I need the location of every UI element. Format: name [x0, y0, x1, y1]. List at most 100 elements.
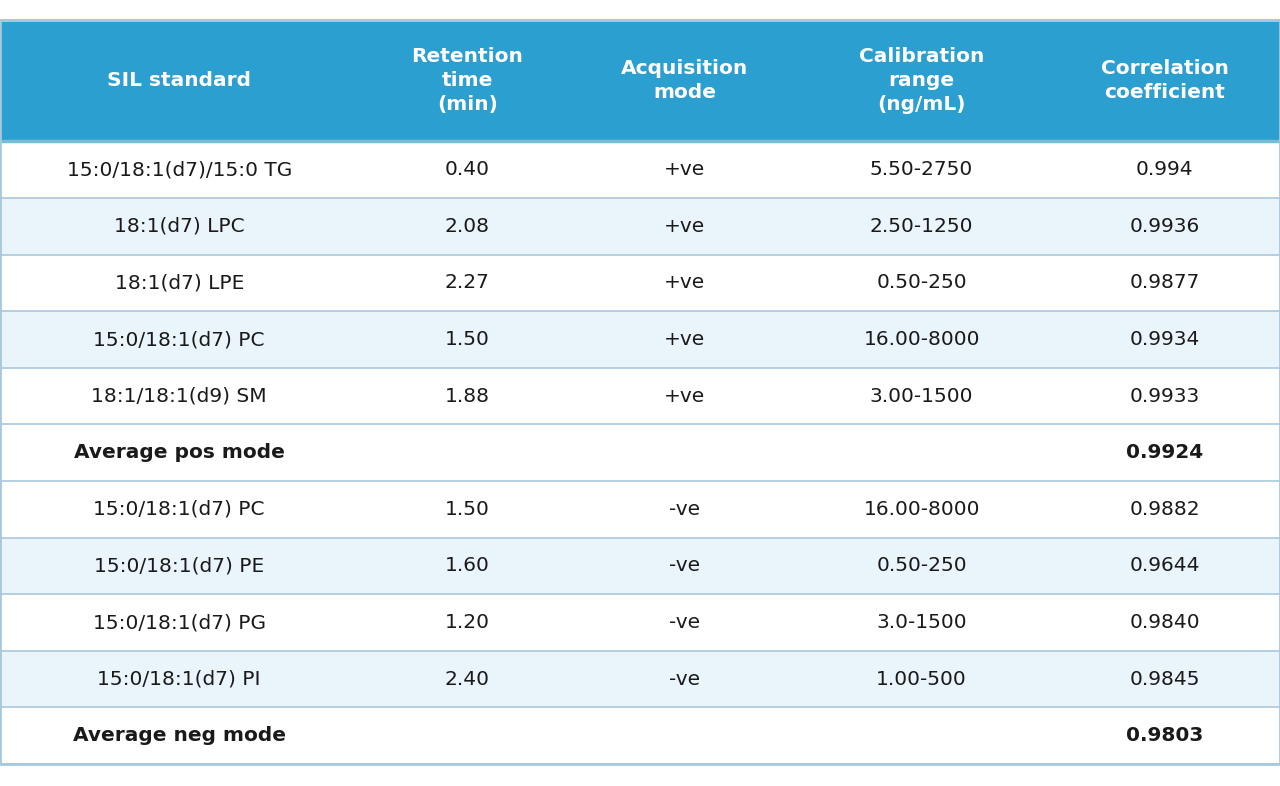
Text: 15:0/18:1(d7) PI: 15:0/18:1(d7) PI — [97, 670, 261, 689]
Bar — [1050, 707, 1280, 764]
Text: 1.88: 1.88 — [444, 387, 490, 406]
Bar — [1050, 651, 1280, 707]
Text: 0.9882: 0.9882 — [1129, 500, 1201, 519]
Text: 1.00-500: 1.00-500 — [877, 670, 966, 689]
Text: 0.9924: 0.9924 — [1126, 443, 1203, 462]
Bar — [576, 481, 794, 538]
Text: 0.50-250: 0.50-250 — [877, 556, 966, 575]
Text: +ve: +ve — [664, 160, 705, 179]
Text: -ve: -ve — [669, 556, 700, 575]
Bar — [794, 311, 1050, 368]
Text: 2.50-1250: 2.50-1250 — [870, 217, 973, 236]
Text: 2.08: 2.08 — [444, 217, 490, 236]
Text: +ve: +ve — [664, 274, 705, 292]
Bar — [576, 368, 794, 424]
Text: 5.50-2750: 5.50-2750 — [870, 160, 973, 179]
Text: 3.0-1500: 3.0-1500 — [877, 613, 966, 632]
Text: Average neg mode: Average neg mode — [73, 726, 285, 745]
Bar — [0, 481, 358, 538]
Bar — [0, 594, 358, 651]
Bar — [794, 198, 1050, 255]
Text: 0.50-250: 0.50-250 — [877, 274, 966, 292]
Bar — [0, 141, 358, 198]
Bar — [358, 707, 576, 764]
Bar — [0, 707, 358, 764]
Bar — [576, 594, 794, 651]
Text: +ve: +ve — [664, 330, 705, 349]
Bar — [794, 424, 1050, 481]
Bar — [794, 538, 1050, 594]
Bar — [1050, 20, 1280, 141]
Text: 1.60: 1.60 — [444, 556, 490, 575]
Bar — [794, 368, 1050, 424]
Bar — [794, 594, 1050, 651]
Text: 2.40: 2.40 — [444, 670, 490, 689]
Bar — [576, 538, 794, 594]
Text: 18:1(d7) LPE: 18:1(d7) LPE — [114, 274, 244, 292]
Text: Retention
time
(min): Retention time (min) — [411, 47, 524, 114]
Bar — [576, 707, 794, 764]
Text: 1.20: 1.20 — [444, 613, 490, 632]
Text: 0.9644: 0.9644 — [1129, 556, 1201, 575]
Bar — [358, 481, 576, 538]
Bar — [358, 255, 576, 311]
Text: 1.50: 1.50 — [444, 330, 490, 349]
Bar — [794, 20, 1050, 141]
Text: 1.50: 1.50 — [444, 500, 490, 519]
Text: Average pos mode: Average pos mode — [74, 443, 284, 462]
Bar — [358, 368, 576, 424]
Bar — [794, 481, 1050, 538]
Text: 0.9845: 0.9845 — [1129, 670, 1201, 689]
Bar — [794, 707, 1050, 764]
Text: 18:1/18:1(d9) SM: 18:1/18:1(d9) SM — [91, 387, 268, 406]
Bar — [576, 141, 794, 198]
Bar — [358, 594, 576, 651]
Bar — [1050, 424, 1280, 481]
Bar — [576, 424, 794, 481]
Text: 18:1(d7) LPC: 18:1(d7) LPC — [114, 217, 244, 236]
Text: 16.00-8000: 16.00-8000 — [863, 500, 980, 519]
Bar — [1050, 141, 1280, 198]
Bar — [0, 424, 358, 481]
Text: +ve: +ve — [664, 387, 705, 406]
Bar — [358, 198, 576, 255]
Text: +ve: +ve — [664, 217, 705, 236]
Bar — [0, 311, 358, 368]
Bar — [0, 538, 358, 594]
Bar — [358, 424, 576, 481]
Text: Calibration
range
(ng/mL): Calibration range (ng/mL) — [859, 47, 984, 114]
Text: 0.9877: 0.9877 — [1130, 274, 1199, 292]
Text: 0.40: 0.40 — [444, 160, 490, 179]
Bar — [794, 255, 1050, 311]
Text: 15:0/18:1(d7) PC: 15:0/18:1(d7) PC — [93, 330, 265, 349]
Bar — [1050, 481, 1280, 538]
Bar — [576, 20, 794, 141]
Text: 16.00-8000: 16.00-8000 — [863, 330, 980, 349]
Bar — [358, 141, 576, 198]
Text: -ve: -ve — [669, 613, 700, 632]
Bar — [1050, 198, 1280, 255]
Text: 15:0/18:1(d7) PC: 15:0/18:1(d7) PC — [93, 500, 265, 519]
Bar — [358, 20, 576, 141]
Bar — [794, 651, 1050, 707]
Bar — [794, 141, 1050, 198]
Text: 3.00-1500: 3.00-1500 — [870, 387, 973, 406]
Text: Acquisition
mode: Acquisition mode — [621, 59, 749, 102]
Bar — [1050, 538, 1280, 594]
Bar — [0, 20, 358, 141]
Text: 15:0/18:1(d7)/15:0 TG: 15:0/18:1(d7)/15:0 TG — [67, 160, 292, 179]
Text: 0.9934: 0.9934 — [1130, 330, 1199, 349]
Text: 0.9933: 0.9933 — [1130, 387, 1199, 406]
Text: 0.9840: 0.9840 — [1129, 613, 1201, 632]
Text: SIL standard: SIL standard — [108, 71, 251, 90]
Text: 0.994: 0.994 — [1135, 160, 1194, 179]
Bar — [1050, 311, 1280, 368]
Bar — [0, 651, 358, 707]
Bar — [358, 311, 576, 368]
Text: 2.27: 2.27 — [444, 274, 490, 292]
Bar — [576, 311, 794, 368]
Text: 0.9803: 0.9803 — [1126, 726, 1203, 745]
Text: -ve: -ve — [669, 670, 700, 689]
Text: 15:0/18:1(d7) PG: 15:0/18:1(d7) PG — [92, 613, 266, 632]
Bar — [576, 255, 794, 311]
